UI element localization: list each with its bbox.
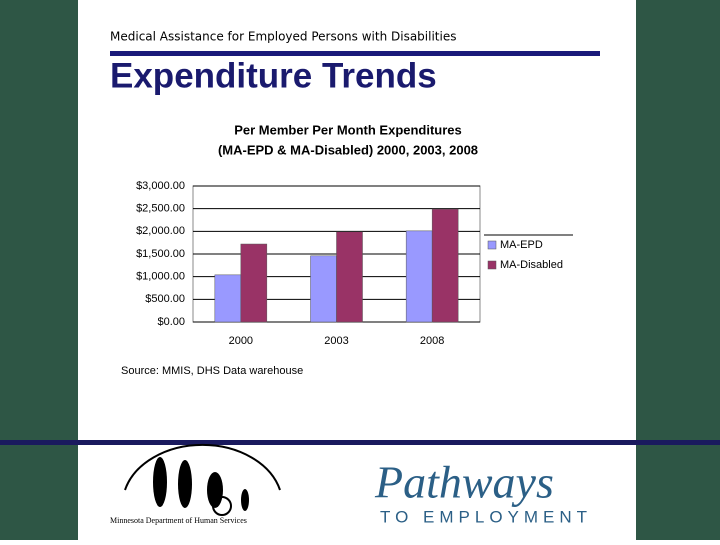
x-tick-label: 2003 xyxy=(324,335,348,347)
x-tick-label: 2008 xyxy=(420,335,444,347)
legend-swatch xyxy=(487,240,497,250)
logo-figure xyxy=(153,457,167,507)
y-tick-label: $2,500.00 xyxy=(136,203,185,215)
logo-figure xyxy=(207,472,223,508)
logo-figure xyxy=(178,460,192,508)
logo-arc xyxy=(124,443,281,491)
x-tick-label: 2000 xyxy=(229,335,253,347)
y-tick-label: $0.00 xyxy=(157,316,185,328)
pathways-logo: Pathways xyxy=(374,457,554,508)
bar xyxy=(336,231,363,323)
slide-subtitle: Medical Assistance for Employed Persons … xyxy=(110,30,456,44)
y-tick-label: $2,000.00 xyxy=(136,225,185,237)
dhs-logo: Minnesota Department of Human Services xyxy=(110,443,281,525)
slide-title: Expenditure Trends xyxy=(110,56,437,95)
pathways-tagline: TO EMPLOYMENT xyxy=(380,507,592,526)
bar xyxy=(240,243,268,323)
logo-wheel xyxy=(212,496,232,516)
footer-rule xyxy=(0,440,720,445)
title-rule xyxy=(110,51,600,56)
logo-figure xyxy=(241,489,249,511)
chart-title: Per Member Per Month Expenditures xyxy=(234,122,462,137)
legend-label: MA-EPD xyxy=(500,239,543,251)
y-tick-label: $1,500.00 xyxy=(136,248,185,260)
y-tick-label: $3,000.00 xyxy=(136,180,185,192)
bar xyxy=(431,208,459,323)
bar xyxy=(310,255,337,323)
dhs-logo-text: Minnesota Department of Human Services xyxy=(110,516,247,525)
bar xyxy=(405,230,433,323)
y-tick-label: $500.00 xyxy=(145,293,185,305)
legend-label: MA-Disabled xyxy=(500,259,563,271)
bar xyxy=(214,274,242,323)
source-note: Source: MMIS, DHS Data warehouse xyxy=(121,365,303,377)
y-tick-label: $1,000.00 xyxy=(136,271,185,283)
legend-swatch xyxy=(487,260,497,270)
chart-subtitle: (MA-EPD & MA-Disabled) 2000, 2003, 2008 xyxy=(218,142,478,157)
